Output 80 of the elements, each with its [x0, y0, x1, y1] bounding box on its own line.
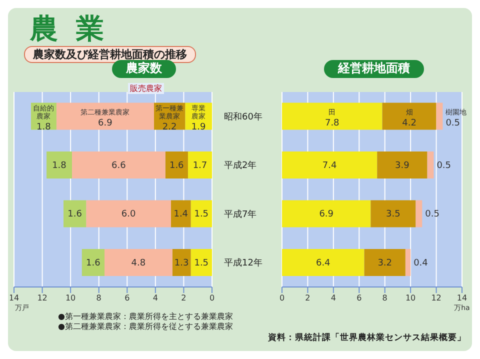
bar: [436, 102, 443, 130]
data-label: 1.5: [194, 258, 209, 268]
x-tick-label: 4: [152, 294, 158, 303]
data-label: 6.4: [316, 258, 331, 268]
bar: [72, 151, 166, 178]
x-tick-label: 12: [431, 294, 442, 303]
bar: [64, 200, 86, 228]
text: 農業: [30, 11, 122, 47]
bar: [282, 200, 371, 228]
data-label: 1.8: [36, 122, 52, 133]
data-label: 3.5: [386, 210, 400, 220]
bar: [377, 151, 428, 178]
x-tick-label: 2: [181, 294, 186, 303]
data-label: 0.5: [436, 160, 452, 171]
data-label: 1.6: [169, 160, 184, 171]
y-tick-label: 平成7年: [224, 208, 257, 220]
data-label: 0.5: [446, 118, 460, 129]
bar: [82, 248, 105, 276]
bar: [427, 151, 434, 178]
data-label: 6.0: [121, 210, 136, 220]
data-label: 4.8: [131, 258, 146, 268]
x-tick-label: 10: [405, 294, 416, 303]
y-tick-label: 昭和60年: [224, 111, 262, 122]
data-label: 1.3: [174, 258, 189, 268]
bar: [382, 102, 436, 130]
x-tick-label: 6: [124, 294, 130, 303]
x-tick-label: 4: [330, 294, 336, 303]
bar: [282, 151, 378, 178]
bar: [172, 248, 191, 276]
text: ●第一種兼業農家：農業所得を主とする兼業農家: [58, 312, 233, 322]
data-label: 1.8: [52, 160, 67, 171]
x-tick-label: 12: [37, 294, 48, 303]
x-tick-label: 14: [8, 294, 20, 303]
data-label: 2.2: [162, 122, 177, 133]
x-tick-label: 0: [279, 294, 285, 303]
annotation: 販売農家: [128, 83, 164, 94]
data-label: 6.9: [98, 118, 113, 129]
data-label: 1.4: [174, 210, 188, 220]
data-label: 6.9: [319, 210, 334, 220]
bar: [86, 200, 171, 228]
data-label: 1.6: [68, 210, 82, 220]
data-label: 1.7: [192, 160, 208, 171]
y-tick-label: 平成2年: [224, 160, 257, 172]
data-label: 1.5: [194, 210, 209, 220]
text: 資料：県統計課「世界農林業センサス結果概要」: [268, 332, 466, 344]
x-tick-label: 6: [356, 294, 362, 303]
x-tick-label: 8: [96, 294, 102, 303]
x-tick-label: 8: [382, 294, 388, 303]
x-tick-label: 2: [305, 294, 310, 303]
bar: [282, 248, 364, 276]
bar: [190, 248, 212, 276]
bar: [170, 200, 191, 228]
bar: [190, 200, 212, 228]
bar: [104, 248, 172, 276]
text: 農家数及び経営耕地面積の推移: [24, 46, 196, 63]
x-tick-label: 0: [209, 294, 215, 303]
bar: [188, 151, 212, 178]
text: ●第二種兼業農家：農業所得を従とする兼業農家: [58, 322, 233, 332]
data-label: 7.8: [324, 118, 340, 129]
bar: [165, 151, 188, 178]
chart-title: 農家数: [112, 60, 176, 78]
data-label: 0.4: [414, 258, 428, 268]
data-label: 3.9: [395, 160, 410, 171]
x-tick-label: 14: [456, 294, 468, 303]
chart-title: 経営耕地面積: [324, 60, 424, 78]
bar: [416, 200, 422, 228]
y-tick-label: 平成12年: [224, 258, 262, 269]
data-label: 3.2: [378, 258, 392, 268]
bar: [364, 248, 406, 276]
data-label: 6.6: [111, 160, 126, 171]
bar: [282, 102, 382, 130]
bar: [370, 200, 416, 228]
data-label: 0.5: [425, 210, 440, 220]
bar: [405, 248, 411, 276]
x-tick-label: 10: [65, 294, 76, 303]
data-label: 7.4: [322, 160, 337, 171]
data-label: 4.2: [402, 118, 416, 129]
data-label: 1.6: [86, 258, 101, 268]
bar: [56, 102, 154, 130]
bar: [46, 151, 72, 178]
